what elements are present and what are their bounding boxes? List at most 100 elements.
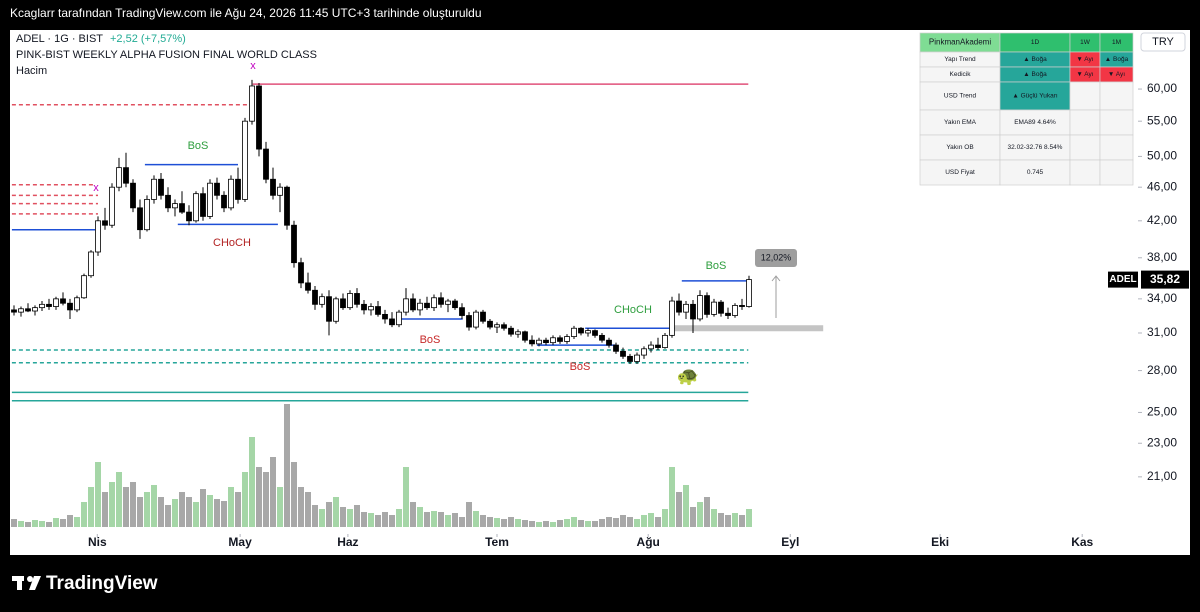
volume-bar bbox=[207, 495, 213, 527]
table-cell bbox=[999, 134, 1071, 161]
indicator: PINK-BIST WEEKLY ALPHA FUSION FINAL WORL… bbox=[16, 49, 317, 61]
candle-body bbox=[270, 178, 276, 196]
currency-box[interactable] bbox=[1140, 32, 1186, 52]
volume-bar bbox=[256, 467, 262, 527]
candle-body bbox=[291, 224, 297, 264]
candle-body bbox=[228, 178, 234, 209]
volume-bar bbox=[452, 513, 458, 527]
table-cell bbox=[1069, 134, 1101, 161]
candle-body bbox=[676, 300, 682, 313]
candle-body bbox=[389, 318, 395, 326]
candle-body bbox=[116, 167, 122, 188]
candle-body bbox=[592, 330, 598, 336]
volume-bar bbox=[123, 487, 129, 527]
candle-body bbox=[249, 85, 255, 122]
y-tick-label: 28,00 bbox=[1147, 363, 1177, 377]
candle-body bbox=[46, 303, 52, 307]
volume-bar bbox=[249, 437, 255, 527]
table-cell bbox=[999, 159, 1071, 186]
logo bbox=[12, 576, 41, 590]
candle-body bbox=[235, 178, 241, 200]
annotation: CHoCH bbox=[614, 304, 652, 316]
candle-body bbox=[109, 186, 115, 226]
candle-body bbox=[158, 178, 164, 196]
table-text: EMA89 4.64% bbox=[1014, 119, 1056, 126]
volume-bar bbox=[746, 509, 752, 527]
table-text: ▼ Ayı bbox=[1108, 71, 1125, 78]
candle-body bbox=[508, 327, 514, 335]
candle-body bbox=[501, 324, 507, 329]
candle-body bbox=[95, 220, 101, 253]
volume-bar bbox=[424, 512, 430, 527]
annotation: 🐢 bbox=[677, 366, 699, 386]
volume-bar bbox=[718, 513, 724, 527]
table-cell bbox=[1069, 81, 1101, 111]
candle-body bbox=[305, 282, 311, 291]
volume-bar bbox=[487, 517, 493, 527]
volume-bar bbox=[39, 521, 45, 527]
volume-bar bbox=[158, 497, 164, 527]
candle-body bbox=[137, 207, 143, 231]
volume-bar bbox=[620, 515, 626, 527]
volume-bar bbox=[725, 515, 731, 527]
candle-body bbox=[242, 120, 248, 200]
volume-bar bbox=[172, 499, 178, 527]
table-text: ▼ Ayı bbox=[1076, 71, 1093, 78]
candle-body bbox=[410, 298, 416, 311]
ticker: ADEL bbox=[1109, 274, 1136, 285]
table-cell bbox=[1099, 109, 1134, 136]
table-text: 0.745 bbox=[1027, 169, 1044, 176]
volume-bar bbox=[333, 497, 339, 527]
candle-body bbox=[60, 298, 66, 304]
change: +2,52 (+7,57%) bbox=[110, 33, 186, 45]
candle-body bbox=[151, 178, 157, 200]
y-tick-label: 25,00 bbox=[1147, 405, 1177, 419]
currency[interactable]: TRY bbox=[1152, 36, 1174, 48]
volume-bar bbox=[137, 497, 143, 527]
candle-body bbox=[739, 305, 745, 307]
candle-body bbox=[515, 331, 521, 335]
table-text: Kedicik bbox=[950, 71, 972, 78]
volume-bar bbox=[18, 521, 24, 527]
candle-body bbox=[39, 303, 45, 309]
candle-body bbox=[214, 182, 220, 196]
x-tick-label: Eyl bbox=[781, 535, 799, 549]
logo-shape bbox=[29, 576, 41, 590]
volume-bar bbox=[732, 513, 738, 527]
candle-body bbox=[683, 303, 689, 313]
candle-body bbox=[221, 194, 227, 209]
annotation: x bbox=[250, 60, 256, 72]
candle-body bbox=[459, 307, 465, 316]
candle-body bbox=[613, 344, 619, 352]
candle-body bbox=[480, 311, 486, 322]
candle-body bbox=[641, 348, 647, 356]
table-text: 1D bbox=[1031, 39, 1040, 46]
candle-body bbox=[298, 262, 304, 284]
volume-bar bbox=[669, 467, 675, 527]
volume-bar bbox=[410, 502, 416, 527]
candle-body bbox=[11, 309, 17, 313]
y-tick-label: 23,00 bbox=[1147, 435, 1177, 449]
candle-body bbox=[732, 305, 738, 316]
volume-bar bbox=[508, 517, 514, 527]
last-price-box bbox=[1141, 270, 1189, 289]
y-tick-label: 50,00 bbox=[1147, 149, 1177, 163]
table-text: Yakın EMA bbox=[944, 119, 977, 126]
candle-body bbox=[557, 337, 563, 342]
ticker-box bbox=[1108, 271, 1138, 288]
volume-bar bbox=[221, 501, 227, 527]
table-cell bbox=[1099, 134, 1134, 161]
table-cell bbox=[919, 109, 1001, 136]
candle-body bbox=[340, 298, 346, 309]
candle-body bbox=[326, 296, 332, 322]
candle-body bbox=[18, 308, 24, 313]
volume-bar bbox=[662, 509, 668, 527]
x-tick-label: Nis bbox=[88, 535, 107, 549]
candle-body bbox=[543, 339, 549, 344]
annotation: x bbox=[93, 182, 99, 194]
volume-bar bbox=[501, 519, 507, 527]
candle-body bbox=[284, 186, 290, 226]
candle-body bbox=[606, 339, 612, 346]
candle-body bbox=[200, 193, 206, 217]
